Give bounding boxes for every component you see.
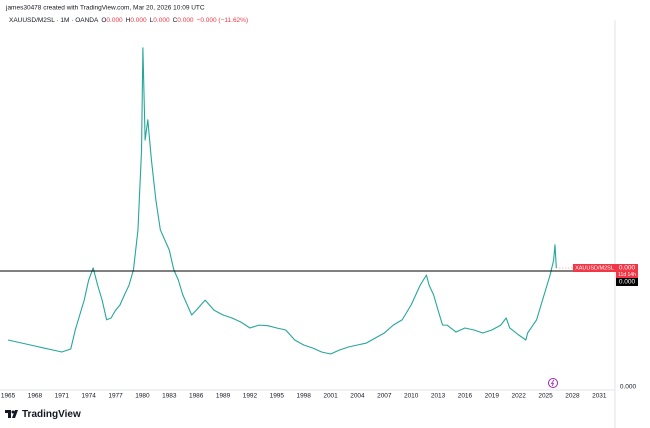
attribution: james30478 created with TradingView.com,… [5,5,205,12]
hline-label-bg [616,277,638,286]
x-tick-label: 2007 [377,393,392,400]
ohlc-key: L [150,17,154,24]
x-tick-label: 1998 [296,393,311,400]
x-tick-label: 2028 [565,393,580,400]
x-tick-label: 1983 [162,393,177,400]
x-tick-label: 1974 [81,393,96,400]
x-tick-label: 1986 [189,393,204,400]
x-tick-label: 1989 [216,393,231,400]
x-tick-label: 2010 [404,393,419,400]
x-tick-label: 2013 [431,393,446,400]
x-tick-label: 2001 [323,393,338,400]
ohlc-key: C [173,17,178,24]
ohlc-value: 0.000 [177,17,194,24]
hline-label: 0.000 [619,279,636,286]
x-tick-label: 1971 [55,393,70,400]
x-tick-label: 2031 [592,393,607,400]
x-tick-label: 1995 [270,393,285,400]
x-tick-label: 2004 [350,393,365,400]
ohlc-key: H [126,17,131,24]
x-tick-label: 1980 [135,393,150,400]
ohlc-value: 0.000 [106,17,123,24]
series-name-label: XAUUSD/M2SL [575,265,614,271]
x-tick-label: 2019 [485,393,500,400]
ohlc-value: 0.000 [153,17,170,24]
series-name-tag [573,264,616,272]
x-tick-label: 1992 [243,393,258,400]
y-tick-label: 0.000 [620,384,637,391]
legend: XAUUSD/M2SL · 1M · OANDA O0.000 H0.000 L0.0… [9,17,248,24]
x-tick-label: 2022 [511,393,526,400]
event-icon[interactable] [548,378,558,388]
last-price-tag [616,264,638,278]
last-price-label: 0.000 [619,265,636,272]
legend-text: XAUUSD/M2SL · 1M · OANDA O0.000 H0.000 L0.0… [9,17,248,24]
symbol: XAUUSD/M2SL · 1M · OANDA [9,17,99,24]
countdown-label: 11d 14h [618,272,636,278]
series-line [7,47,557,355]
brand-name: TradingView [22,409,81,420]
x-tick-label: 1968 [28,393,43,400]
ohlc-key: O [101,17,106,24]
brand-logo[interactable]: TradingView [5,409,81,420]
x-tick-label: 1977 [108,393,123,400]
x-tick-label: 2016 [458,393,473,400]
x-tick-label: 1965 [1,393,16,400]
change: −0.000 (−11.62%) [197,17,249,24]
x-tick-label: 2025 [538,393,553,400]
ohlc-value: 0.000 [130,17,147,24]
